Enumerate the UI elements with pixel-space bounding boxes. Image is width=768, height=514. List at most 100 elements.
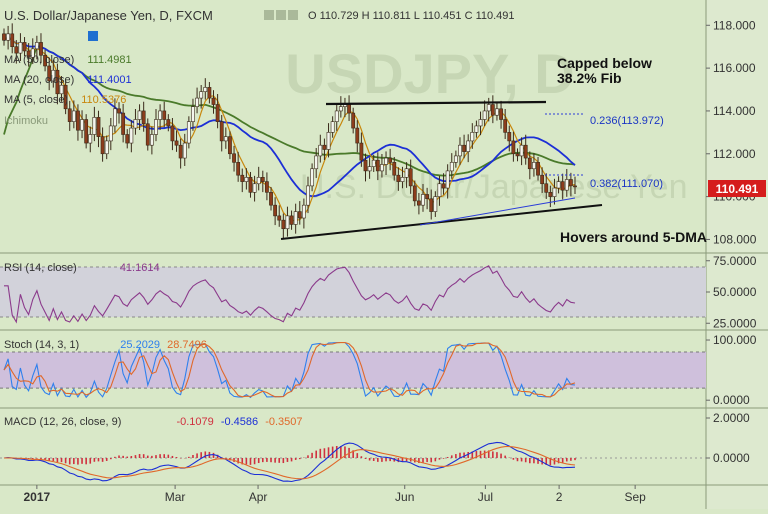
candle-body xyxy=(515,153,520,157)
ma50-legend[interactable]: MA (50, close) 111.4981 xyxy=(4,54,132,66)
candle-body xyxy=(412,185,417,202)
ma5-legend[interactable]: MA (5, close) 110.5376 xyxy=(4,94,126,106)
candle-body xyxy=(474,125,479,133)
rsi-legend[interactable]: RSI (14, close) 41.1614 xyxy=(4,262,160,274)
price-axis-label: 112.000 xyxy=(713,147,756,161)
candle-body xyxy=(248,177,253,193)
candle-body xyxy=(2,33,6,41)
ma20-legend[interactable]: MA (20, close) 111.4001 xyxy=(4,74,132,86)
time-axis-label: 2 xyxy=(556,490,563,504)
candle-body xyxy=(191,106,195,122)
candle-body xyxy=(273,204,278,217)
candle-body xyxy=(560,181,565,191)
watermark-symbol: USDJPY, D xyxy=(285,42,574,105)
candle-body xyxy=(178,144,183,159)
candle-body xyxy=(108,125,113,142)
candles xyxy=(2,23,577,240)
candle-body xyxy=(297,211,302,219)
indicator-tools-row[interactable] xyxy=(88,31,98,44)
candle-body xyxy=(186,121,191,144)
support-line[interactable] xyxy=(280,204,603,240)
candle-body xyxy=(265,181,269,193)
channel-line[interactable] xyxy=(419,197,576,226)
candle-body xyxy=(359,142,364,161)
candle-body xyxy=(322,144,327,150)
candle-body xyxy=(195,97,199,107)
candle-body xyxy=(486,104,491,112)
candle-body xyxy=(421,194,425,206)
candle-body xyxy=(462,144,466,152)
hovers-text: Hovers around 5-DMA xyxy=(560,229,707,245)
candle-body xyxy=(388,157,393,163)
stoch-legend[interactable]: Stoch (14, 3, 1) 25.2029 28.7496 xyxy=(4,339,207,351)
candle-body xyxy=(326,132,331,150)
settings-icon[interactable] xyxy=(276,10,286,20)
candle-body xyxy=(507,132,512,142)
candle-body xyxy=(408,168,413,187)
candle-body xyxy=(400,177,405,182)
candle-body xyxy=(113,108,117,127)
candle-body xyxy=(117,108,121,114)
candle-body xyxy=(347,104,351,114)
price-axis-label: 25.0000 xyxy=(713,316,757,330)
rsi-band xyxy=(0,267,706,317)
candle-body xyxy=(285,215,290,230)
candle-body xyxy=(80,119,84,131)
capped-text-line1: Capped below xyxy=(557,55,652,71)
price-axis-label: 50.0000 xyxy=(713,285,757,299)
candle-body xyxy=(236,162,241,176)
candle-body xyxy=(51,69,56,82)
candle-body xyxy=(154,119,158,135)
candle-body xyxy=(306,185,310,206)
candle-body xyxy=(330,121,335,133)
candle-body xyxy=(511,140,516,155)
candle-body xyxy=(314,155,319,170)
capped-text-line2: 38.2% Fib xyxy=(557,70,622,86)
candle-body xyxy=(416,200,421,206)
candle-body xyxy=(564,179,569,191)
header-tools[interactable] xyxy=(264,10,300,23)
candle-body xyxy=(548,192,553,197)
candle-body xyxy=(532,162,536,170)
watermark-title: U.S. Dollar/Japanese Yen xyxy=(300,168,687,206)
candle-body xyxy=(495,108,499,116)
fib-382-label: 0.382(111.070) xyxy=(590,178,663,190)
candle-body xyxy=(252,183,257,193)
candle-body xyxy=(338,106,343,112)
eye-icon[interactable] xyxy=(264,10,274,20)
rsi-label: RSI (14, close) xyxy=(4,262,77,274)
candle-body xyxy=(310,168,314,187)
rsi-line xyxy=(4,265,576,324)
time-axis-label: Mar xyxy=(165,490,186,504)
rsi-value: 41.1614 xyxy=(119,262,160,274)
price-axis-label: 0.0000 xyxy=(713,393,750,407)
candle-body xyxy=(503,119,508,133)
candle-body xyxy=(544,183,549,193)
time-axis-label: 2017 xyxy=(24,490,51,504)
ohlc-values: O 110.729 H 110.811 L 110.451 C 110.491 xyxy=(308,10,515,22)
ma50-value: 111.4981 xyxy=(87,54,132,66)
time-axis[interactable]: 2017 Mar Apr Jun Jul 2 Sep xyxy=(24,485,647,504)
resistance-line[interactable] xyxy=(325,100,547,106)
candle-body xyxy=(527,157,532,170)
candle-body xyxy=(145,123,150,146)
candle-body xyxy=(141,110,146,125)
candle-body xyxy=(92,117,97,135)
ma20-line xyxy=(3,35,576,198)
candle-body xyxy=(318,144,323,157)
candle-body xyxy=(301,204,306,219)
candle-body xyxy=(121,112,126,135)
close-icon[interactable] xyxy=(288,10,298,20)
ichimoku-legend[interactable]: Ichimoku xyxy=(4,115,49,127)
ma20-value: 111.4001 xyxy=(87,74,132,86)
gear-icon[interactable] xyxy=(88,31,98,41)
ma5-value: 110.5376 xyxy=(81,94,127,106)
macd-legend[interactable]: MACD (12, 26, close, 9) -0.1079 -0.4586 … xyxy=(4,416,303,428)
candle-body xyxy=(260,177,265,182)
candle-body xyxy=(556,181,561,189)
candle-body xyxy=(67,108,72,122)
candle-body xyxy=(166,119,171,127)
candle-body xyxy=(478,119,483,127)
